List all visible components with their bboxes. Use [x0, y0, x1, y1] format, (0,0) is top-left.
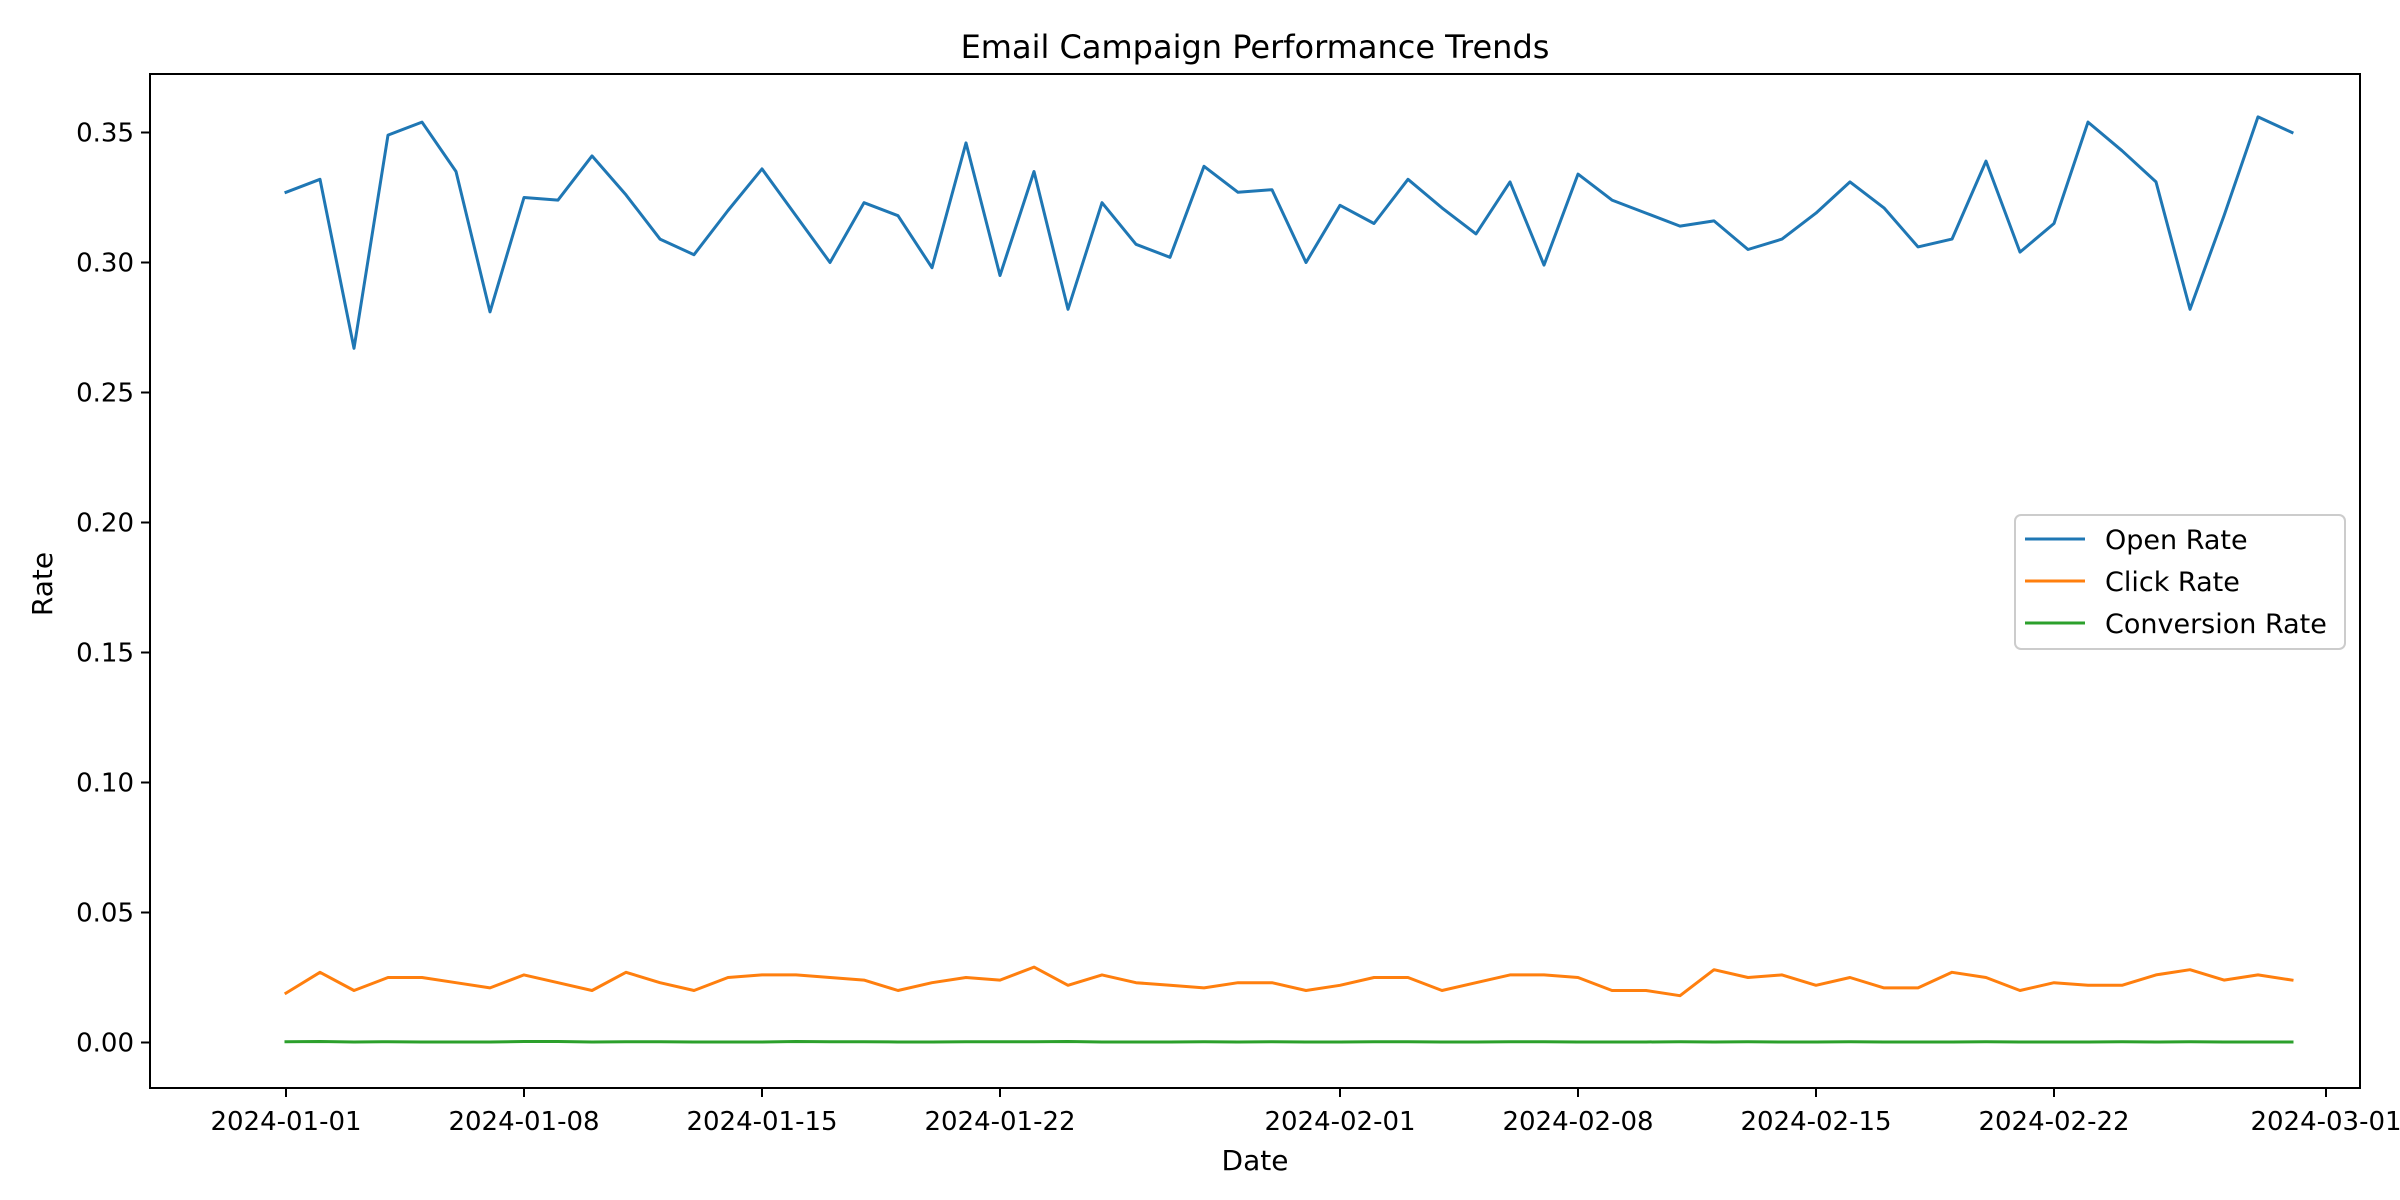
y-tick-label: 0.00 [76, 1029, 134, 1059]
series-layer [283, 115, 2294, 1044]
x-tick-label: 2024-03-01 [2250, 1107, 2400, 1137]
y-axis-label: Rate [26, 552, 59, 616]
x-axis-label: Date [1222, 1144, 1289, 1177]
x-tick-label: 2024-02-15 [1740, 1107, 1891, 1137]
y-tick-label: 0.15 [76, 639, 134, 669]
y-tick-label: 0.20 [76, 509, 134, 539]
chart-title: Email Campaign Performance Trends [961, 28, 1550, 66]
x-tick-label: 2024-01-01 [210, 1107, 361, 1137]
legend-box [2014, 514, 2346, 650]
x-tick-label: 2024-02-01 [1264, 1107, 1415, 1137]
series-line-open-rate [284, 115, 2294, 350]
y-tick-label: 0.35 [76, 119, 134, 149]
y-axis: 0.00 0.05 0.10 0.15 0.20 0.25 0.30 0.35 [76, 119, 150, 1059]
x-tick-label: 2024-01-22 [924, 1107, 1075, 1137]
y-tick-label: 0.10 [76, 769, 134, 799]
plot-area [149, 73, 2361, 1089]
x-axis: 2024-01-01 2024-01-08 2024-01-15 2024-01-22… [210, 1088, 2400, 1137]
legend-label-click-rate: Click Rate [2105, 567, 2240, 598]
series-line-click-rate [283, 965, 2294, 998]
legend: Open Rate Click Rate Conversion Rate [2014, 514, 2346, 650]
legend-label-open-rate: Open Rate [2105, 525, 2248, 556]
x-tick-label: 2024-02-22 [1978, 1107, 2129, 1137]
x-tick-label: 2024-01-08 [448, 1107, 599, 1137]
x-tick-label: 2024-01-15 [686, 1107, 837, 1137]
plot-frame [149, 73, 2361, 1089]
y-tick-label: 0.25 [76, 379, 134, 409]
y-tick-label: 0.05 [76, 899, 134, 929]
legend-label-conversion-rate: Conversion Rate [2105, 609, 2327, 640]
series-line-conversion-rate [284, 1039, 2294, 1044]
y-tick-label: 0.30 [76, 249, 134, 279]
x-tick-label: 2024-02-08 [1502, 1107, 1653, 1137]
